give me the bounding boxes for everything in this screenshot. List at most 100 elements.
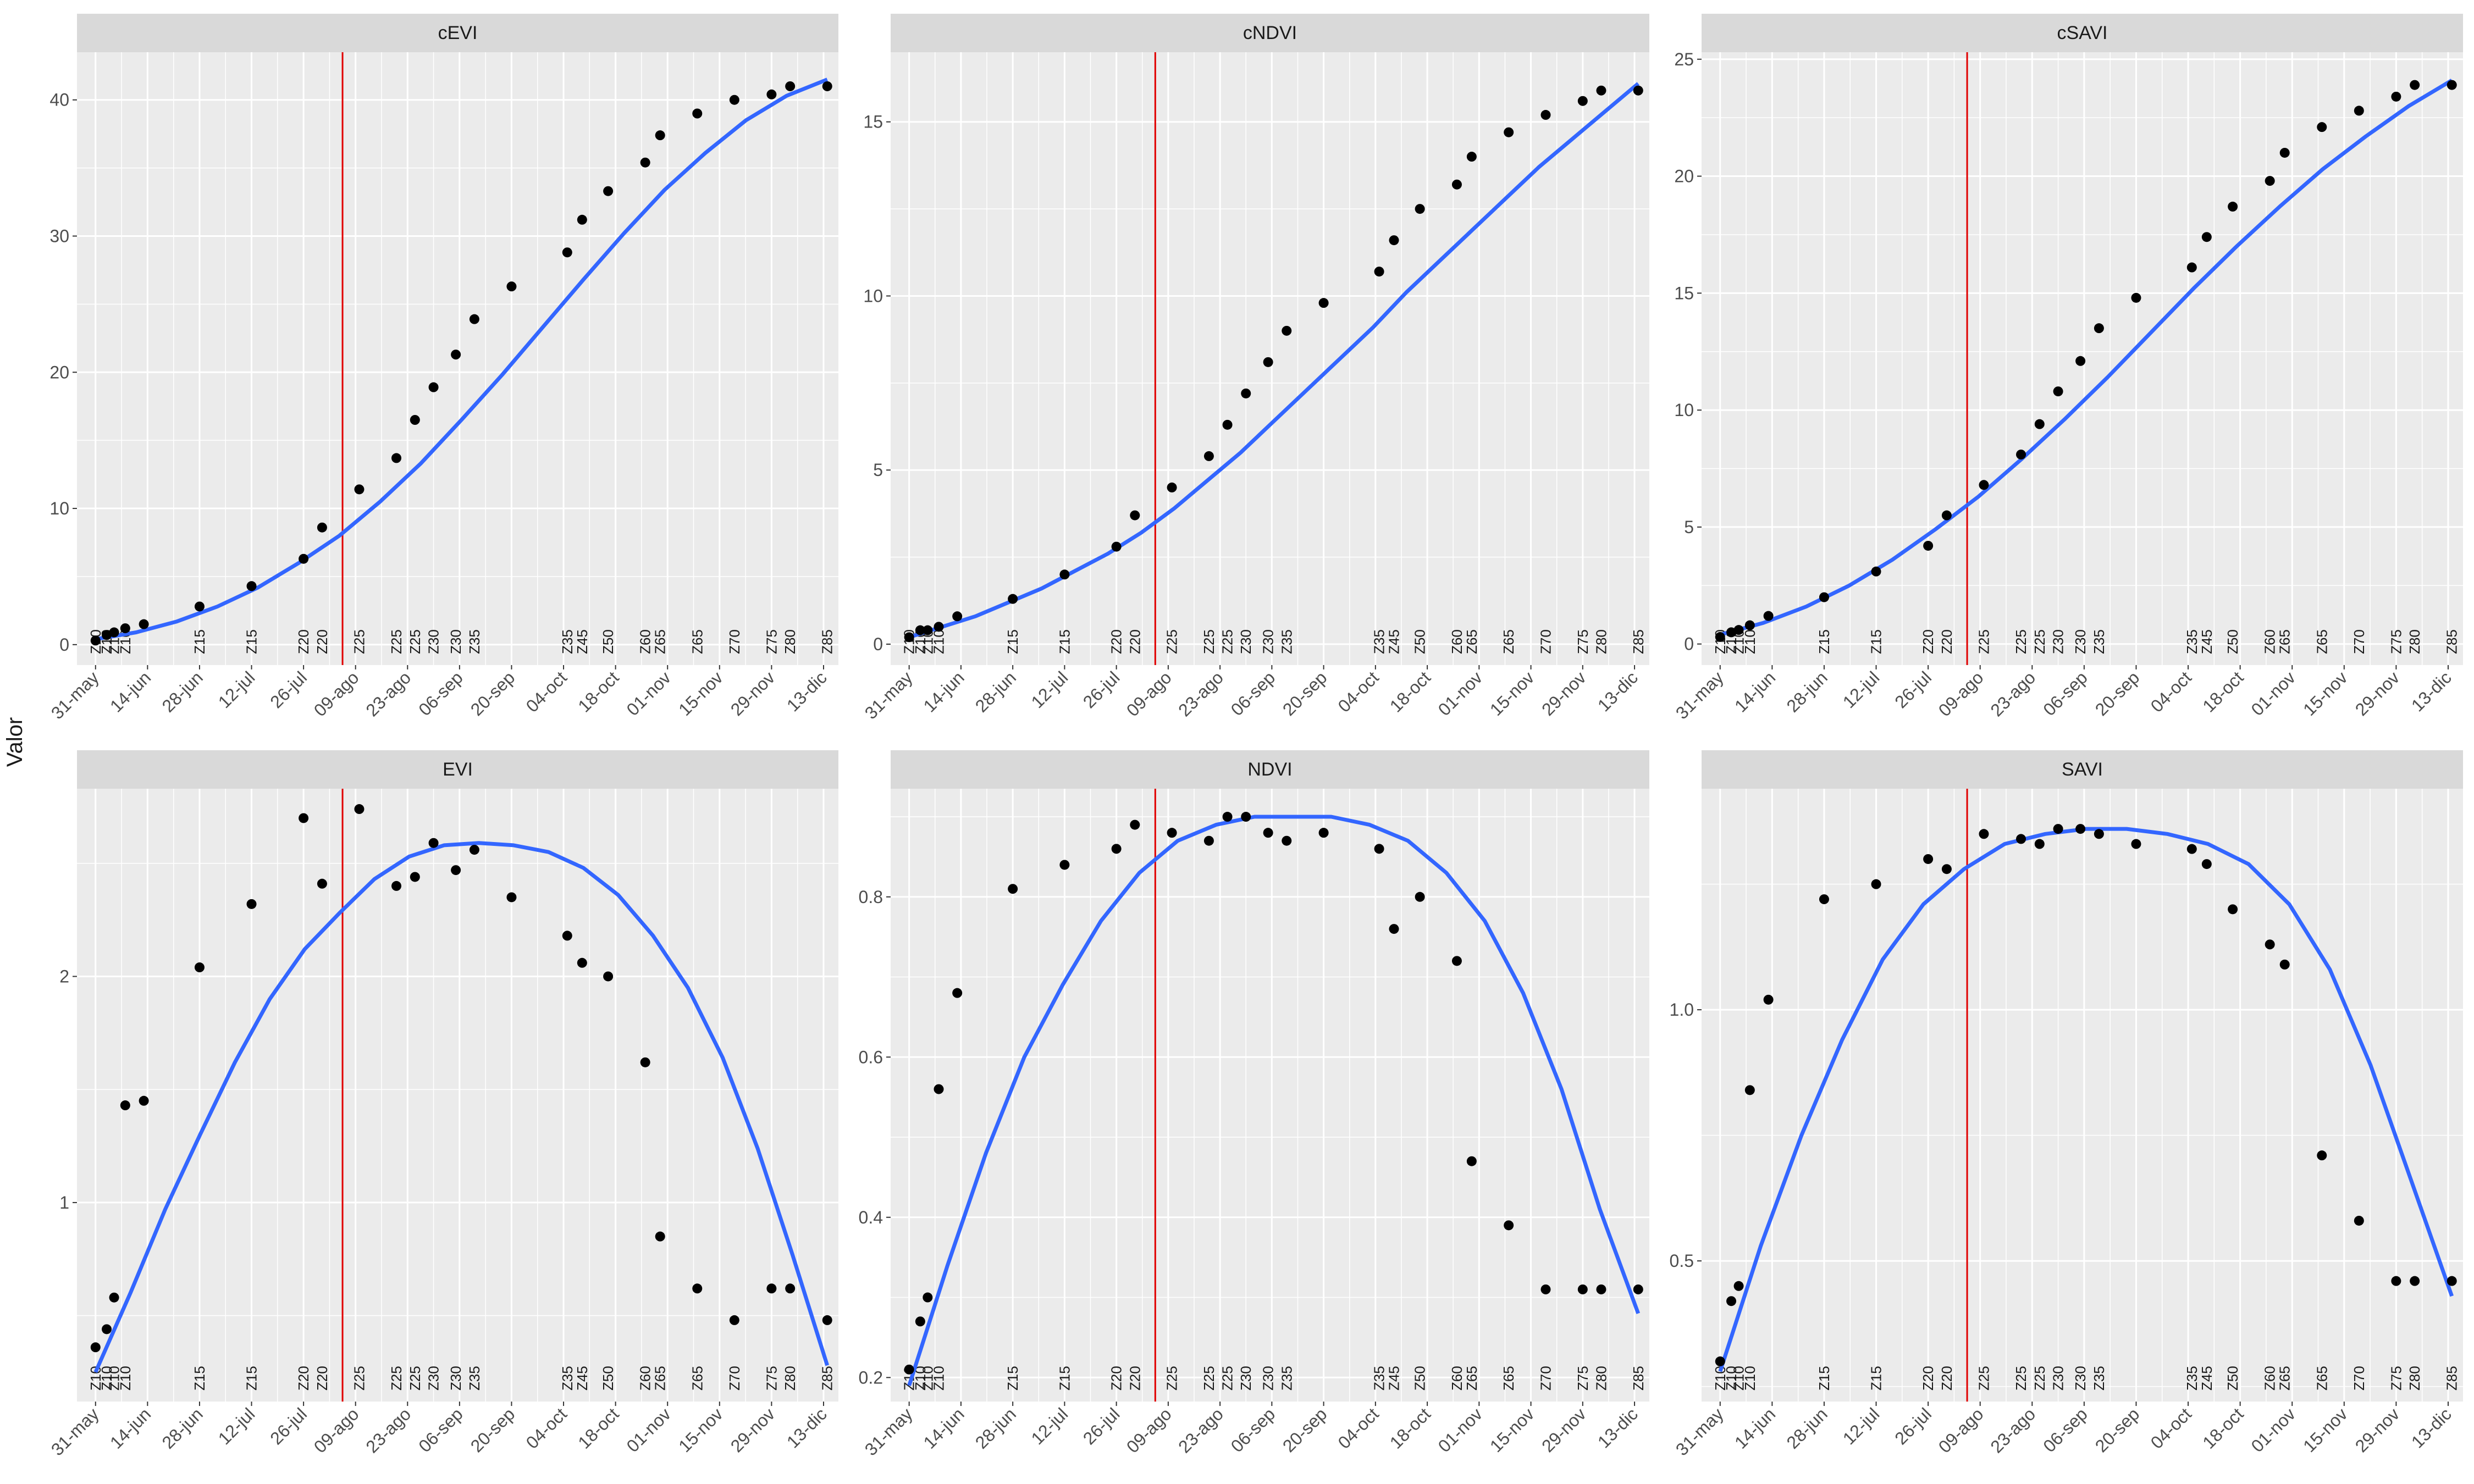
x-tick-label: 01-nov	[623, 667, 675, 719]
y-tick-label: 2	[59, 966, 69, 986]
y-tick-label: 20	[49, 362, 69, 382]
y-tick-label: 0	[1684, 634, 1694, 654]
data-point	[2228, 904, 2238, 915]
growth-stage-label: Z65	[2313, 629, 2330, 654]
facet-strip-label: NDVI	[1247, 759, 1292, 780]
growth-stage-label: Z10	[1723, 1366, 1739, 1391]
panel-background	[1702, 789, 2463, 1402]
x-tick-label: 15-nov	[675, 1404, 727, 1456]
x-tick-label: 23-ago	[362, 667, 415, 720]
growth-stage-label: Z45	[1386, 629, 1402, 654]
x-tick-label: 15-nov	[2299, 667, 2351, 719]
growth-stage-label: Z25	[1201, 1366, 1217, 1391]
data-point	[1744, 620, 1755, 630]
data-point	[1318, 298, 1329, 308]
growth-stage-label: Z50	[600, 629, 616, 654]
growth-stage-label: Z60	[1449, 1366, 1465, 1391]
data-point	[1540, 1284, 1551, 1294]
x-tick-label: 29-nov	[2351, 1404, 2404, 1456]
data-point	[1871, 879, 1881, 889]
y-tick-label: 0	[873, 634, 883, 654]
facet-strip-label: cSAVI	[2057, 23, 2108, 43]
data-point	[562, 247, 572, 258]
data-point	[1726, 1296, 1737, 1306]
data-point	[1111, 541, 1122, 552]
growth-stage-label: Z65	[2277, 1366, 2293, 1391]
data-point	[923, 625, 933, 635]
data-point	[1263, 828, 1273, 838]
data-point	[1819, 592, 1829, 602]
x-tick-label: 31-may	[1672, 667, 1727, 723]
growth-stage-label: Z25	[2031, 629, 2048, 654]
growth-stage-label: Z75	[2388, 1366, 2404, 1391]
data-point	[299, 813, 309, 823]
data-point	[506, 281, 517, 292]
growth-stage-label: Z20	[1126, 1366, 1143, 1391]
growth-stage-label: Z25	[388, 629, 405, 654]
x-tick-label: 31-may	[861, 667, 916, 723]
growth-stage-label: Z75	[1575, 629, 1591, 654]
data-point	[603, 186, 614, 196]
growth-stage-label: Z80	[2406, 629, 2423, 654]
x-tick-label: 13-dic	[783, 667, 831, 715]
data-point	[469, 845, 479, 855]
growth-stage-label: Z30	[1238, 1366, 1254, 1391]
growth-stage-label: Z15	[1004, 629, 1021, 654]
growth-stage-label: Z30	[2072, 1366, 2089, 1391]
growth-stage-label: Z20	[1939, 1366, 1955, 1391]
x-tick-label: 23-ago	[1174, 667, 1227, 720]
data-point	[246, 581, 257, 591]
data-point	[1466, 1156, 1477, 1166]
data-point	[1744, 1085, 1755, 1095]
x-tick-label: 23-ago	[362, 1404, 415, 1457]
data-point	[2354, 106, 2364, 116]
x-tick-label: 09-ago	[310, 667, 363, 720]
growth-stage-label: Z50	[1412, 629, 1428, 654]
growth-stage-label: Z10	[1742, 1366, 1758, 1391]
growth-stage-label: Z35	[2184, 629, 2200, 654]
growth-stage-label: Z65	[1500, 629, 1517, 654]
data-point	[1008, 594, 1018, 604]
growth-stage-label: Z10	[1731, 1366, 1747, 1391]
data-point	[2265, 939, 2275, 950]
data-point	[2075, 356, 2086, 366]
data-point	[2186, 262, 2197, 273]
growth-stage-label: Z60	[2262, 629, 2278, 654]
growth-stage-label: Z85	[2444, 1366, 2460, 1391]
growth-stage-label: Z75	[2388, 629, 2404, 654]
data-point	[1715, 632, 1725, 642]
growth-stage-label: Z15	[244, 629, 260, 654]
data-point	[603, 971, 614, 982]
data-point	[354, 804, 365, 815]
facet-strip-label: SAVI	[2062, 759, 2103, 780]
data-point	[577, 957, 587, 968]
growth-stage-label: Z80	[782, 1366, 798, 1391]
data-point	[729, 1315, 739, 1325]
growth-stage-label: Z15	[244, 1366, 260, 1391]
growth-stage-label: Z30	[2072, 629, 2089, 654]
growth-stage-label: Z10	[931, 1366, 947, 1391]
x-tick-label: 20-sep	[467, 1404, 519, 1456]
data-point	[139, 1095, 149, 1106]
x-tick-label: 14-jun	[919, 1404, 968, 1452]
y-tick-label: 30	[49, 226, 69, 246]
growth-stage-label: Z70	[1538, 1366, 1554, 1391]
x-tick-label: 13-dic	[1594, 1404, 1642, 1452]
data-point	[2131, 292, 2141, 303]
y-tick-label: 10	[1674, 400, 1694, 420]
growth-stage-label: Z45	[574, 629, 590, 654]
x-tick-label: 18-oct	[2199, 667, 2247, 716]
x-tick-label: 06-sep	[1227, 1404, 1279, 1456]
data-point	[1282, 325, 1292, 336]
x-tick-label: 01-nov	[623, 1404, 675, 1456]
growth-stage-label: Z30	[426, 1366, 442, 1391]
data-point	[1203, 451, 1214, 461]
growth-stage-label: Z15	[1816, 629, 1832, 654]
y-tick-label: 40	[49, 90, 69, 110]
data-point	[655, 130, 665, 141]
data-point	[1763, 994, 1774, 1005]
data-point	[952, 611, 963, 622]
data-point	[1504, 127, 1514, 137]
data-point	[299, 553, 309, 564]
data-point	[2075, 824, 2086, 834]
